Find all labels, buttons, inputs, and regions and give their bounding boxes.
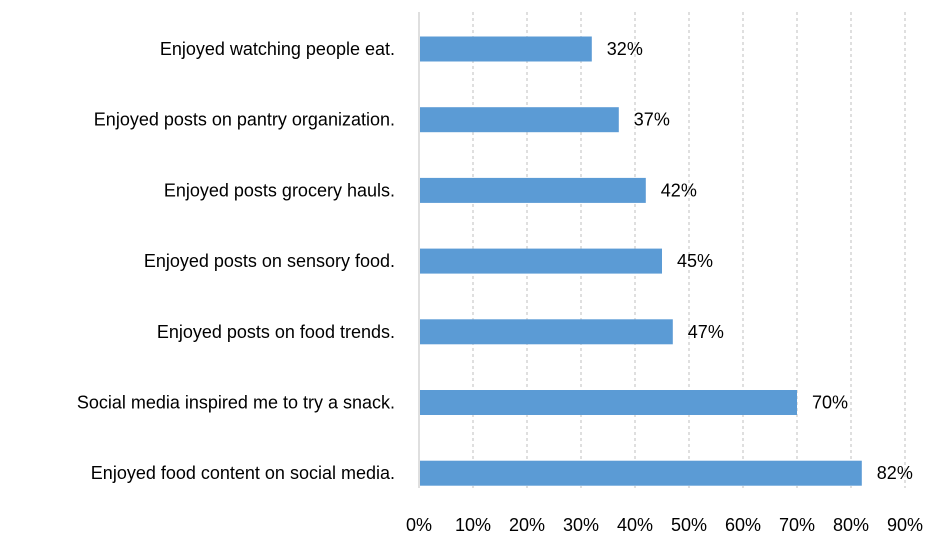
data-label: 47% <box>688 322 724 342</box>
data-label: 37% <box>634 110 670 130</box>
x-tick-label: 60% <box>725 515 761 535</box>
x-tick-label: 10% <box>455 515 491 535</box>
category-label: Enjoyed posts on sensory food. <box>144 251 395 271</box>
data-label: 82% <box>877 463 913 483</box>
x-tick-label: 80% <box>833 515 869 535</box>
category-label: Enjoyed posts grocery hauls. <box>164 180 395 200</box>
data-label: 70% <box>812 393 848 413</box>
data-labels: 32% 37% 42% 45% 47% 70% 82% <box>607 39 913 483</box>
x-tick-label: 30% <box>563 515 599 535</box>
category-label: Enjoyed watching people eat. <box>160 39 395 59</box>
category-label: Enjoyed food content on social media. <box>91 463 395 483</box>
data-label: 32% <box>607 39 643 59</box>
bar <box>420 177 646 203</box>
x-axis-ticks: 0% 10% 20% 30% 40% 50% 60% 70% 80% 90% <box>406 515 923 535</box>
bar <box>420 36 592 62</box>
bar <box>420 107 619 133</box>
x-tick-label: 20% <box>509 515 545 535</box>
x-tick-label: 90% <box>887 515 923 535</box>
bar <box>420 390 797 415</box>
x-tick-label: 50% <box>671 515 707 535</box>
category-labels: Enjoyed watching people eat. Enjoyed post… <box>77 39 395 483</box>
category-label: Social media inspired me to try a snack. <box>77 393 395 413</box>
data-label: 45% <box>677 251 713 271</box>
x-tick-label: 40% <box>617 515 653 535</box>
bar <box>420 460 862 486</box>
bars <box>420 36 862 486</box>
category-label: Enjoyed posts on food trends. <box>157 322 395 342</box>
x-tick-label: 0% <box>406 515 432 535</box>
bar <box>420 319 673 345</box>
data-label: 42% <box>661 180 697 200</box>
category-label: Enjoyed posts on pantry organization. <box>94 110 395 130</box>
bar <box>420 248 662 274</box>
x-tick-label: 70% <box>779 515 815 535</box>
